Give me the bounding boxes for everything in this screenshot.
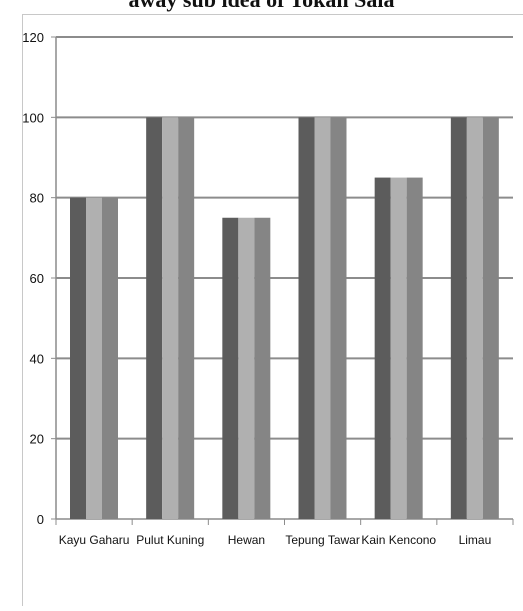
frame-left-rule	[22, 14, 23, 606]
y-tick-label: 60	[30, 271, 44, 286]
bar	[102, 197, 118, 519]
bar	[222, 217, 239, 519]
x-category-label: Kain Kencono	[361, 533, 436, 547]
y-tick-label: 20	[30, 432, 44, 447]
bar	[450, 117, 467, 519]
y-tick-label: 80	[30, 191, 44, 206]
frame-top-rule	[22, 14, 523, 15]
x-category-label: Pulut Kuning	[136, 533, 204, 547]
bar	[254, 217, 271, 519]
bar	[330, 117, 347, 519]
bar	[314, 117, 331, 519]
x-category-label: Kayu Gaharu	[59, 533, 130, 547]
bar	[178, 117, 195, 519]
y-tick-label: 40	[30, 351, 44, 366]
bar	[374, 177, 391, 520]
top-caption: away sub idea of Tokan Sala	[0, 0, 523, 13]
x-category-label: Hewan	[228, 533, 265, 547]
y-tick-label: 100	[22, 110, 44, 125]
bar	[70, 197, 86, 519]
bar	[238, 217, 255, 519]
bar	[406, 177, 423, 520]
bar	[466, 117, 483, 519]
y-tick-label: 0	[37, 512, 44, 527]
bar	[482, 117, 499, 519]
x-category-label: Tepung Tawar	[285, 533, 360, 547]
bar	[390, 177, 407, 520]
y-tick-label: 120	[22, 30, 44, 45]
x-category-label: Limau	[459, 533, 492, 547]
bar	[146, 117, 163, 519]
bar	[298, 117, 315, 519]
bar	[162, 117, 179, 519]
bar	[86, 197, 102, 519]
